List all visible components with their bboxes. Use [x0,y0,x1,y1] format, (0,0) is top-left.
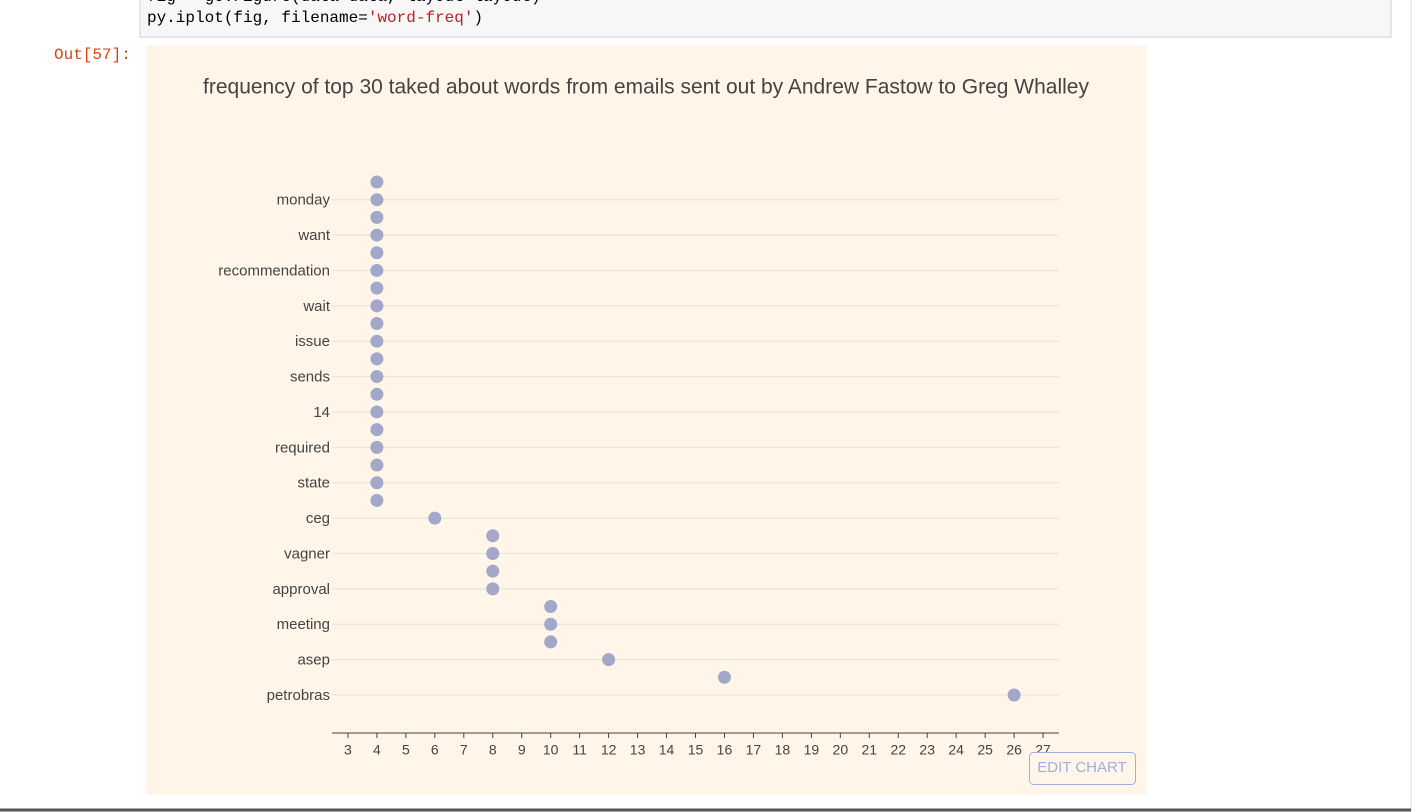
edit-chart-button[interactable] [1029,752,1136,785]
dot [370,299,384,313]
x-tick-label: 20 [833,742,849,758]
x-tick-label: 8 [489,742,497,758]
chart-title: frequency of top 30 taked about words fr… [203,76,1089,99]
code: ) [473,9,483,27]
y-tick-label: wait [302,298,331,315]
dot [370,440,384,454]
dot [717,670,731,684]
dot [486,546,500,560]
dot [544,635,558,649]
x-tick-label: 6 [431,742,439,758]
dot [370,458,384,472]
dot [370,228,384,242]
code-string: 'word-freq' [368,9,474,27]
y-tick-label: approval [272,581,330,598]
x-tick-label: 19 [804,742,820,758]
y-tick-label: required [275,439,330,456]
dot [370,493,384,507]
output-prompt: Out[57]: [54,46,131,64]
dot [370,246,384,260]
y-tick-label: ceg [306,510,330,527]
x-tick-label: 7 [460,742,468,758]
y-tick-label: recommendation [218,262,330,279]
y-tick-label: meeting [277,616,330,633]
y-tick-label: want [297,227,331,244]
x-tick-label: 9 [518,742,526,758]
x-tick-label: 18 [775,742,791,758]
dot [370,423,384,437]
x-tick-label: 10 [543,742,559,758]
y-tick-label: state [297,475,330,492]
x-tick-label: 24 [948,742,964,758]
dot [370,370,384,384]
code: py.iplot(fig, filename= [147,9,368,27]
x-tick-label: 14 [659,742,675,758]
x-tick-label: 17 [746,742,762,758]
dot [486,529,500,543]
button-label: EDIT CHART [1037,759,1126,776]
x-tick-label: 3 [344,742,352,758]
dot [486,582,500,596]
x-tick-label: 26 [1006,742,1022,758]
dot [370,210,384,224]
x-tick-label: 23 [919,742,935,758]
x-tick-label: 25 [977,742,993,758]
x-tick-label: 11 [572,742,587,758]
y-tick-label: asep [297,652,330,669]
dot [428,511,442,525]
dot [370,352,384,366]
x-tick-label: 5 [402,742,410,758]
x-tick-label: 15 [688,742,704,758]
plot: 3 4 5 6 7 8 9 10 11 12 13 14 15 16 17 18 19 20 21 22 23 24 25 2… [218,175,1059,758]
x-tick-label: 4 [373,742,381,758]
dot [370,476,384,490]
y-tick-label: 14 [313,404,330,421]
dot [486,564,500,578]
dot [370,387,384,401]
dot [370,263,384,277]
y-tick-label: vagner [284,545,330,562]
plot-background [146,45,1146,795]
x-tick-label: 21 [861,742,877,758]
dot [1007,688,1021,702]
x-tick-label: 13 [630,742,646,758]
dot [370,193,384,207]
y-tick-label: monday [277,192,331,209]
dot [544,600,558,614]
dot [370,405,384,419]
dot [602,653,616,667]
y-tick-label: sends [290,369,330,386]
dot [370,334,384,348]
y-tick-label: petrobras [267,687,330,704]
code-cell[interactable] [139,0,1392,38]
code-line: fig = go.Figure(data=data, layout=layout… [147,0,541,6]
dot [370,317,384,331]
x-tick-label: 16 [717,742,733,758]
dot [370,175,384,189]
dot [370,281,384,295]
x-tick-label: 22 [890,742,906,758]
dot [544,617,558,631]
y-tick-label: issue [295,333,330,350]
code-line: py.iplot(fig, filename='word-freq') [147,9,483,27]
x-tick-label: 12 [601,742,617,758]
